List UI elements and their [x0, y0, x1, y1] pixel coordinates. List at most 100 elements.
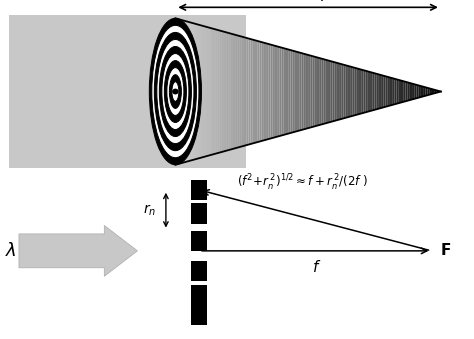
Bar — [191, 180, 207, 200]
Polygon shape — [295, 51, 297, 132]
Polygon shape — [399, 80, 401, 103]
FancyArrow shape — [19, 225, 137, 276]
Polygon shape — [348, 66, 350, 117]
Polygon shape — [319, 58, 321, 125]
Polygon shape — [213, 29, 215, 154]
Polygon shape — [365, 71, 368, 112]
Polygon shape — [184, 21, 186, 162]
Polygon shape — [301, 53, 304, 130]
Polygon shape — [324, 59, 326, 124]
Polygon shape — [282, 47, 284, 136]
Polygon shape — [355, 68, 357, 115]
Polygon shape — [438, 91, 441, 92]
Polygon shape — [312, 56, 315, 127]
Polygon shape — [206, 27, 209, 156]
Ellipse shape — [152, 25, 199, 158]
Polygon shape — [328, 60, 330, 123]
Polygon shape — [284, 48, 286, 135]
Text: f: f — [312, 260, 318, 275]
Polygon shape — [419, 85, 421, 98]
Ellipse shape — [172, 82, 179, 101]
Polygon shape — [215, 29, 218, 154]
Bar — [191, 261, 207, 281]
Ellipse shape — [169, 75, 182, 108]
Polygon shape — [239, 36, 242, 147]
Polygon shape — [271, 44, 273, 139]
Polygon shape — [383, 76, 385, 107]
Polygon shape — [195, 24, 198, 159]
Bar — [191, 203, 207, 224]
Polygon shape — [315, 57, 317, 126]
Polygon shape — [255, 40, 257, 143]
Polygon shape — [299, 53, 301, 131]
Polygon shape — [390, 78, 392, 105]
Polygon shape — [279, 47, 282, 136]
Text: $(f^2\!+\!r_n^{\,2})^{1/2} \approx f + r_n^{\,2}/(2f\;)$: $(f^2\!+\!r_n^{\,2})^{1/2} \approx f + r… — [237, 173, 368, 193]
Polygon shape — [335, 62, 337, 121]
Polygon shape — [189, 22, 191, 161]
Polygon shape — [259, 41, 262, 142]
Ellipse shape — [167, 68, 184, 115]
Polygon shape — [273, 45, 275, 138]
Polygon shape — [332, 62, 335, 121]
Polygon shape — [306, 54, 308, 129]
Polygon shape — [251, 39, 253, 144]
Text: F: F — [441, 243, 451, 258]
Polygon shape — [222, 31, 224, 152]
Polygon shape — [408, 82, 410, 101]
Polygon shape — [191, 23, 193, 160]
Polygon shape — [330, 61, 332, 122]
Polygon shape — [304, 54, 306, 129]
Polygon shape — [233, 34, 235, 149]
Polygon shape — [434, 90, 437, 93]
Polygon shape — [198, 24, 200, 159]
Ellipse shape — [159, 46, 191, 137]
Bar — [9, 15, 246, 168]
Polygon shape — [364, 70, 365, 113]
Polygon shape — [428, 88, 430, 95]
Polygon shape — [246, 38, 248, 145]
Polygon shape — [268, 44, 271, 139]
Polygon shape — [242, 37, 244, 146]
Polygon shape — [421, 86, 423, 97]
Polygon shape — [204, 26, 206, 157]
Polygon shape — [377, 74, 379, 109]
Polygon shape — [412, 84, 414, 99]
Polygon shape — [297, 52, 299, 131]
Ellipse shape — [162, 54, 189, 129]
Polygon shape — [388, 77, 390, 106]
Polygon shape — [244, 37, 246, 146]
Polygon shape — [275, 46, 277, 137]
Polygon shape — [253, 40, 255, 143]
Polygon shape — [370, 72, 372, 111]
Polygon shape — [193, 23, 195, 160]
Polygon shape — [326, 60, 328, 123]
Polygon shape — [235, 35, 237, 148]
Ellipse shape — [172, 88, 179, 95]
Polygon shape — [346, 65, 348, 118]
Polygon shape — [237, 35, 239, 148]
Polygon shape — [211, 28, 213, 155]
Polygon shape — [200, 25, 202, 158]
Polygon shape — [344, 65, 346, 118]
Polygon shape — [397, 79, 399, 104]
Polygon shape — [218, 30, 219, 153]
Polygon shape — [266, 43, 268, 140]
Polygon shape — [277, 46, 279, 137]
Polygon shape — [219, 31, 222, 153]
Ellipse shape — [155, 33, 196, 151]
Text: $\lambda$: $\lambda$ — [5, 242, 16, 260]
Polygon shape — [224, 32, 226, 151]
Polygon shape — [209, 27, 211, 156]
Polygon shape — [231, 34, 233, 149]
Bar — [191, 305, 207, 325]
Polygon shape — [257, 41, 259, 142]
Polygon shape — [350, 66, 352, 117]
Polygon shape — [286, 49, 288, 134]
Polygon shape — [430, 88, 432, 95]
Polygon shape — [226, 32, 228, 151]
Ellipse shape — [149, 18, 201, 165]
Polygon shape — [186, 21, 189, 162]
Polygon shape — [264, 43, 266, 140]
Polygon shape — [292, 51, 295, 133]
